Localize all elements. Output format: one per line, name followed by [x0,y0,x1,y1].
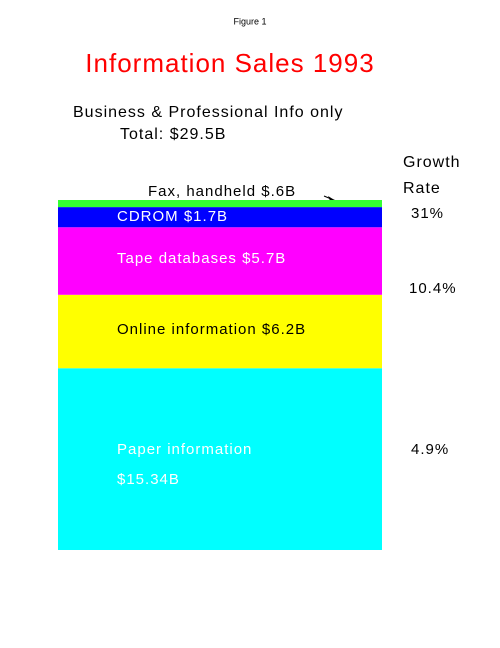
segment-label: Online information $6.2B [117,321,306,338]
value-label: $6.2B [262,321,306,338]
subtitle: Business & Professional Info only [73,104,343,121]
total-label: Total: $29.5B [120,126,226,143]
growth-rate: 4.9% [411,441,449,458]
segment-label: Paper information [117,441,252,458]
segment-name: Online information [117,321,257,338]
chart-title: Information Sales 1993 [85,48,374,78]
growth-rate: 10.4% [409,280,457,297]
segment-name: Fax, handheld [148,183,256,200]
growth-header: Growth [403,154,461,171]
segment-name: CDROM [117,208,179,225]
bar-segment [58,227,382,295]
value-label: $15.34B [117,471,180,488]
caption: Figure 1 [233,16,266,26]
bar-segment [58,200,382,208]
value-label: $.6B [261,183,296,200]
segment-name: Tape databases [117,250,237,267]
bar-segment [58,368,382,550]
segment-label: Fax, handheld $.6B [148,183,296,200]
bar-segment [58,207,382,228]
value-label: $5.7B [242,250,286,267]
segment-label: Tape databases $5.7B [117,250,286,267]
value-label: $1.7B [184,208,228,225]
bar-segment [58,294,382,369]
segment-label: CDROM $1.7B [117,208,228,225]
growth-header: Rate [403,180,441,197]
growth-rate: 31% [411,205,444,222]
